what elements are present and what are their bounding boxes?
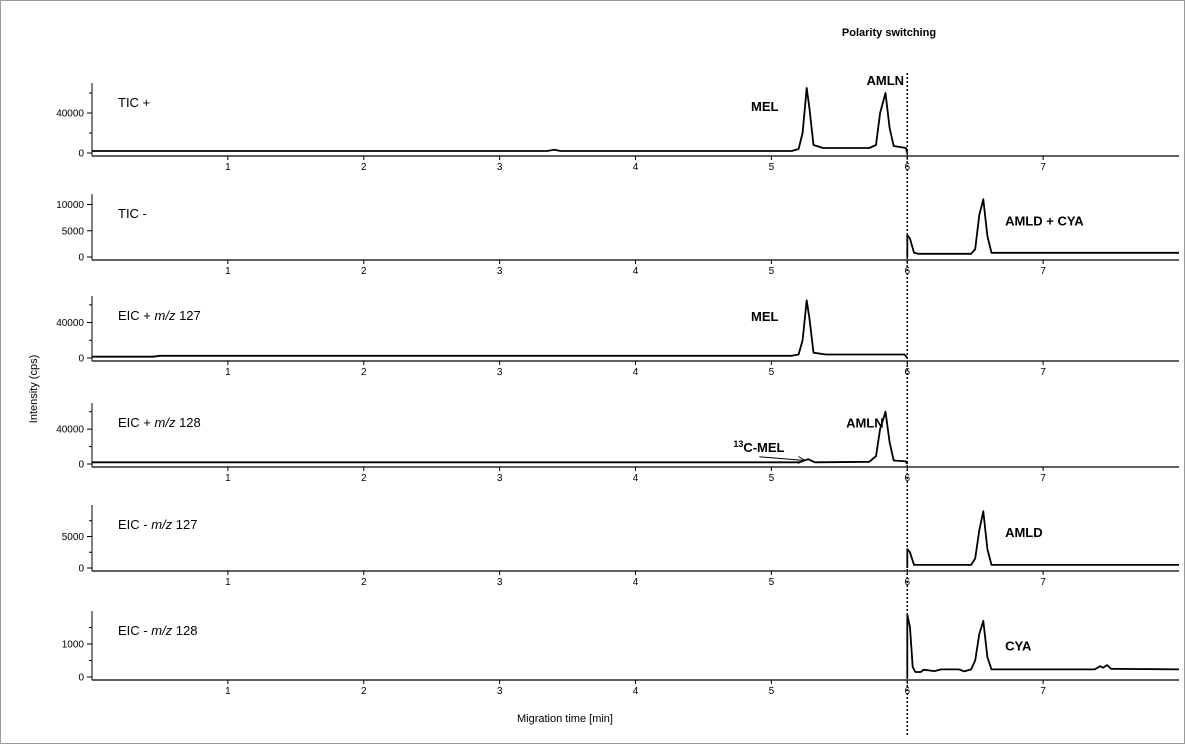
label-prefix: TIC - [118,206,147,221]
label-suffix: 128 [172,623,197,638]
panel-1-y-tick-label: 40000 [56,109,84,120]
panel-4-y-tick-label: 40000 [56,425,84,436]
panel-4-label: EIC + m/z 128 [118,415,201,430]
panel-6-trace [906,613,1180,677]
panel-1-label: TIC + [118,95,150,110]
panel-3-x-tick-label: 7 [1040,367,1046,378]
panel-4-x-tick-label: 5 [769,473,775,484]
panel-2-y-tick-label: 10000 [56,200,84,211]
panel-4-x-tick-label: 4 [633,473,639,484]
panel-1-x-tick-label: 3 [497,162,503,173]
panel-2-x-tick-label: 4 [633,266,639,277]
panel-2-y-tick-label: 0 [78,253,84,264]
x-axis-title: Migration time [min] [517,713,613,725]
panel-3-x-tick-label: 5 [769,367,775,378]
label-suffix: 127 [172,517,197,532]
panel-3-peak-label: MEL [751,309,779,324]
panel-3-x-tick-label: 4 [633,367,639,378]
label-prefix: EIC - [118,623,151,638]
label-prefix: TIC + [118,95,150,110]
panel-3-trace [92,299,909,359]
panel-6-x-tick-label: 1 [225,686,231,697]
panel-5-trace [906,510,1179,568]
panel-2-x-tick-label: 6 [904,266,910,277]
panel-1-y-tick-label: 0 [78,149,84,160]
panel-1-x-tick-label: 7 [1040,162,1046,173]
label-italic: m/z [155,308,176,323]
panel-3-y-tick-label: 40000 [56,318,84,329]
panel-5-x-tick-label: 3 [497,577,503,588]
panel-3-y-tick-label: 0 [78,354,84,365]
panel-6-x-tick-label: 4 [633,686,639,697]
panel-1-x-tick-label: 1 [225,162,231,173]
panel-3-x-tick-label: 1 [225,367,231,378]
panel-1-x-tick-label: 6 [904,162,910,173]
y-axis-title: Intensity (cps) [28,355,40,423]
panel-4-peak-label: AMLN [846,415,884,430]
label-suffix: 127 [175,308,200,323]
panel-4-annotation-arrowhead [797,456,807,464]
panel-6-x-tick-label: 3 [497,686,503,697]
panel-2-y-tick-label: 5000 [62,226,85,237]
panel-6-x-tick-label: 2 [361,686,367,697]
panel-1-peak-label: MEL [751,99,779,114]
panel-3-x-tick-label: 2 [361,367,367,378]
panel-6-y-tick-label: 0 [78,673,84,684]
panel-1-x-tick-label: 4 [633,162,639,173]
label-italic: m/z [151,623,172,638]
panel-5-x-tick-label: 2 [361,577,367,588]
panel-5-x-tick-label: 5 [769,577,775,588]
panel-1-x-tick-label: 5 [769,162,775,173]
panel-6-y-tick-label: 1000 [62,640,85,651]
panel-6-label: EIC - m/z 128 [118,623,198,638]
panel-5-peak-label: AMLD [1005,525,1043,540]
annotation-superscript: 13 [733,439,743,449]
panel-4-y-tick-label: 0 [78,460,84,471]
panel-2-trace [906,198,1179,257]
panel-4-annotation-label: 13C-MEL [733,439,784,455]
panel-5-label: EIC - m/z 127 [118,517,198,532]
panel-4-x-tick-label: 1 [225,473,231,484]
label-prefix: EIC + [118,308,155,323]
panel-5-x-tick-label: 4 [633,577,639,588]
panel-2-x-tick-label: 1 [225,266,231,277]
panel-4-x-tick-label: 3 [497,473,503,484]
panel-6-x-tick-label: 6 [904,686,910,697]
panel-6-peak-label: CYA [1005,639,1032,654]
panel-4-annotation-arrow [759,456,806,462]
panel-3-x-tick-label: 3 [497,367,503,378]
panel-2-x-tick-label: 5 [769,266,775,277]
panel-1-trace [92,87,909,154]
panel-3-label: EIC + m/z 127 [118,308,201,323]
panel-1-x-tick-label: 2 [361,162,367,173]
panel-5-y-tick-label: 5000 [62,532,85,543]
panel-2-x-tick-label: 7 [1040,266,1046,277]
panel-4-x-tick-label: 7 [1040,473,1046,484]
panel-6-x-tick-label: 5 [769,686,775,697]
label-italic: m/z [155,415,176,430]
panel-3-x-tick-label: 6 [904,367,910,378]
panel-2-x-tick-label: 2 [361,266,367,277]
panel-6-x-tick-label: 7 [1040,686,1046,697]
label-prefix: EIC - [118,517,151,532]
panel-2-peak-label: AMLD + CYA [1005,214,1084,229]
panel-5-x-tick-label: 1 [225,577,231,588]
annotation-text: C-MEL [743,440,784,455]
panel-2-x-tick-label: 3 [497,266,503,277]
label-italic: m/z [151,517,172,532]
panel-5-x-tick-label: 7 [1040,577,1046,588]
panel-1-peak-label: AMLN [866,73,904,88]
panel-4-x-tick-label: 2 [361,473,367,484]
polarity-title: Polarity switching [842,27,936,39]
panel-5-y-tick-label: 0 [78,564,84,575]
label-suffix: 128 [175,415,200,430]
panel-2-label: TIC - [118,206,147,221]
label-prefix: EIC + [118,415,155,430]
panel-4-trace [92,410,909,465]
